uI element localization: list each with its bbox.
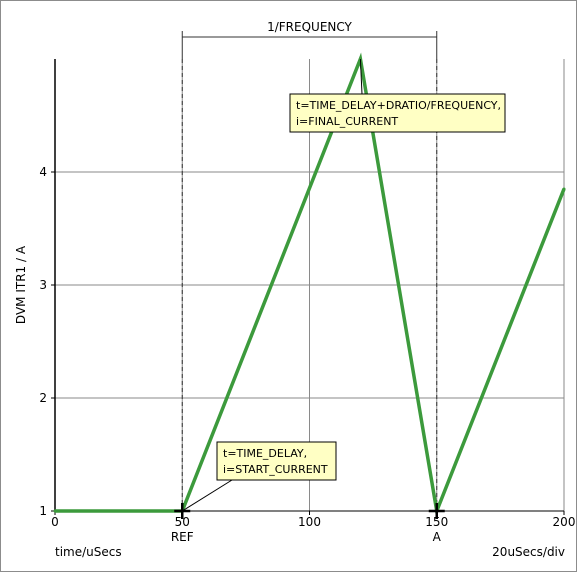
cursor-label: A [433, 530, 442, 544]
y-axis-title: DVM ITR1 / A [14, 245, 28, 324]
x-scale-label: 20uSecs/div [492, 545, 565, 559]
period-marker-label: 1/FREQUENCY [267, 20, 352, 34]
x-tick-label: 100 [298, 515, 321, 529]
annotation-text: i=START_CURRENT [223, 463, 328, 476]
x-tick-label: 50 [175, 515, 190, 529]
annotation-text: t=TIME_DELAY, [223, 447, 307, 460]
y-tick-label: 2 [39, 391, 47, 405]
x-tick-label: 150 [425, 515, 448, 529]
y-tick-label: 1 [39, 504, 47, 518]
x-axis-title: time/uSecs [55, 545, 122, 559]
annotation-box [289, 93, 506, 133]
x-tick-label: 200 [553, 515, 576, 529]
annotation-leader [359, 58, 363, 95]
x-tick-label: 0 [51, 515, 59, 529]
annotation-leader [181, 479, 233, 512]
cursor-label: REF [171, 530, 194, 544]
annotation-text: i=FINAL_CURRENT [296, 115, 398, 128]
annotation-text: t=TIME_DELAY+DRATIO/FREQUENCY, [296, 99, 501, 112]
data-point [562, 187, 566, 191]
y-tick-label: 3 [39, 278, 47, 292]
data-point [53, 509, 57, 513]
y-tick-label: 4 [39, 165, 47, 179]
annotation-box [216, 441, 337, 481]
